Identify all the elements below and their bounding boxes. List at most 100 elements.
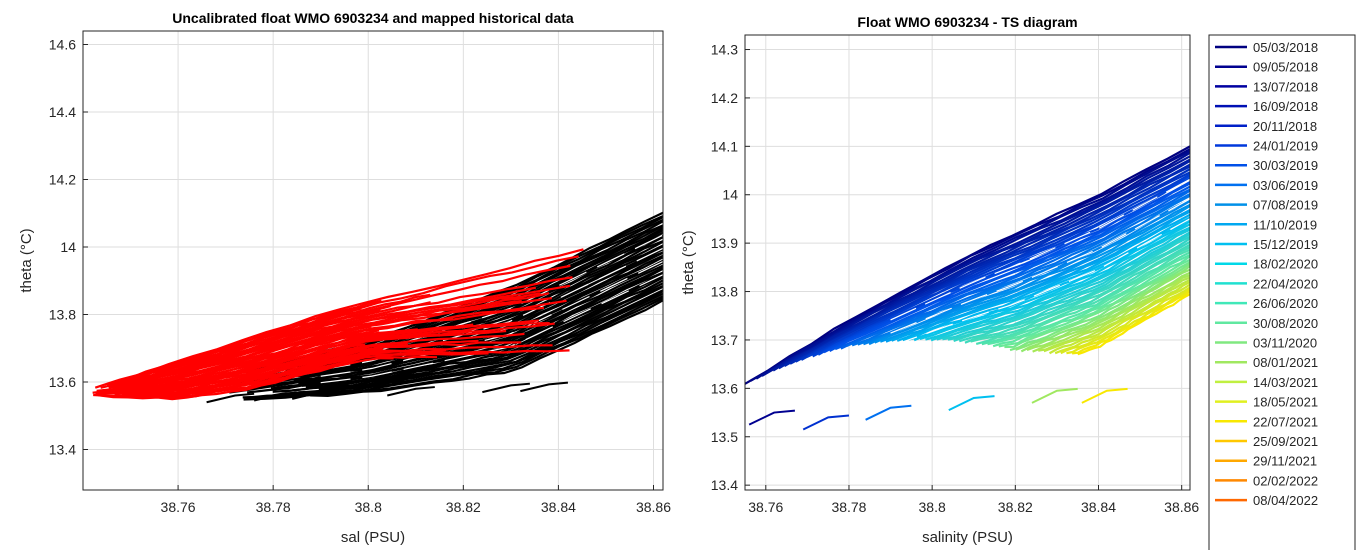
y-tick-label: 13.9 <box>711 235 738 251</box>
chart-panel-2: 38.76 38.78 38.8 38.82 38.84 38.86 13.4 13.5 13.… <box>680 14 1199 546</box>
profile-line <box>879 204 1190 343</box>
legend-label: 11/10/2019 <box>1253 217 1317 232</box>
profile-line <box>857 194 1190 346</box>
y-axis-label: theta (°C) <box>680 230 697 294</box>
legend-label: 03/11/2020 <box>1253 336 1317 351</box>
legend-item: 02/02/2022 <box>1215 473 1318 488</box>
legend-item: 16/09/2018 <box>1215 99 1318 114</box>
profile-line <box>1066 288 1190 355</box>
profile-hook <box>1031 387 1078 404</box>
profile-line <box>800 171 1190 361</box>
legend-item: 29/11/2021 <box>1215 454 1317 469</box>
y-tick-label: 13.4 <box>49 442 76 458</box>
legend-item: 09/05/2018 <box>1215 60 1318 75</box>
profile-line <box>1048 281 1190 355</box>
y-axis-label: theta (°C) <box>18 228 35 292</box>
profile-line <box>1038 276 1190 352</box>
legend-item: 30/03/2019 <box>1215 158 1318 173</box>
y-tick-label: 13.8 <box>711 284 738 300</box>
legend-label: 08/04/2022 <box>1253 493 1318 508</box>
y-tick-label: 13.8 <box>49 307 76 323</box>
profile-gap <box>320 274 663 384</box>
legend-label: 22/04/2020 <box>1253 276 1318 291</box>
profile-line <box>1032 274 1190 353</box>
legend-label: 16/09/2018 <box>1253 99 1318 114</box>
series-float-red <box>92 248 584 401</box>
profile-line <box>942 233 1190 341</box>
profile-line <box>1060 286 1190 355</box>
y-tick-label: 14.2 <box>49 172 76 188</box>
profile-line <box>1015 265 1190 351</box>
x-tick-label: 38.84 <box>1081 499 1116 515</box>
legend-item: 26/06/2020 <box>1215 296 1318 311</box>
x-axis-label: salinity (PSU) <box>922 529 1013 546</box>
profile-line <box>964 243 1190 344</box>
legend-label: 13/07/2018 <box>1253 79 1318 94</box>
legend-label: 26/06/2020 <box>1253 296 1318 311</box>
profile-line <box>109 305 391 387</box>
y-tick-label: 13.4 <box>711 477 738 493</box>
legend-label: 07/08/2019 <box>1253 198 1318 213</box>
legend-label: 03/06/2019 <box>1253 178 1318 193</box>
legend-item: 11/10/2019 <box>1215 217 1317 232</box>
x-tick-label: 38.86 <box>1164 499 1199 515</box>
legend-label: 29/11/2021 <box>1253 454 1317 469</box>
axes-box <box>744 34 1191 491</box>
profile-line <box>834 185 1190 351</box>
profile-hook <box>948 395 995 412</box>
profile-line <box>896 213 1190 342</box>
legend-label: 18/05/2021 <box>1253 395 1318 410</box>
legend-item: 15/12/2019 <box>1215 237 1318 252</box>
profile-line <box>1054 283 1190 355</box>
legend-item: 24/01/2019 <box>1215 139 1318 154</box>
profile-line <box>1020 268 1190 353</box>
legend-label: 02/02/2022 <box>1253 473 1318 488</box>
y-tick-label: 14.2 <box>711 90 738 106</box>
legend-item: 08/04/2022 <box>1215 493 1318 508</box>
profile-hook <box>802 414 850 431</box>
profile-line <box>846 189 1190 348</box>
tick-labels: 38.76 38.78 38.8 38.82 38.84 38.86 13.4 13.6 13.… <box>49 37 671 516</box>
legend-item: 07/08/2019 <box>1215 198 1318 213</box>
profile-line <box>1004 261 1190 349</box>
profile-line <box>103 322 555 394</box>
profile-line <box>970 246 1190 343</box>
profile-hook <box>387 386 435 397</box>
profile-line <box>817 177 1190 356</box>
profile-line <box>840 188 1190 350</box>
profile-line <box>936 231 1190 341</box>
profile-line <box>135 255 579 377</box>
series-ts-profiles <box>745 145 1190 431</box>
legend-item: 18/05/2021 <box>1215 395 1318 410</box>
profile-line <box>761 151 1190 377</box>
legend-item: 05/03/2018 <box>1215 40 1318 55</box>
x-tick-label: 38.82 <box>998 499 1033 515</box>
profile-line <box>958 240 1190 343</box>
legend-label: 15/12/2019 <box>1253 237 1318 252</box>
profile-line <box>953 237 1190 342</box>
profile-line <box>783 163 1190 367</box>
profile-hook <box>1081 387 1128 404</box>
profile-gap <box>320 260 663 377</box>
profile-line <box>919 223 1190 341</box>
legend-label: 25/09/2021 <box>1253 434 1318 449</box>
legend-item: 18/02/2020 <box>1215 257 1318 272</box>
profile-line <box>998 258 1190 348</box>
y-tick-label: 14.3 <box>711 42 738 58</box>
legend-item: 22/04/2020 <box>1215 276 1318 291</box>
profile-gap <box>890 218 1190 347</box>
profile-hook <box>482 382 530 394</box>
legend-label: 05/03/2018 <box>1253 40 1318 55</box>
x-tick-label: 38.86 <box>636 499 671 515</box>
profile-hook <box>520 381 569 393</box>
legend-label: 18/02/2020 <box>1253 257 1318 272</box>
legend-label: 09/05/2018 <box>1253 60 1318 75</box>
profile-line <box>823 181 1190 354</box>
series-group <box>92 211 663 404</box>
profile-line <box>913 220 1190 342</box>
x-tick-label: 38.8 <box>355 499 382 515</box>
x-tick-label: 38.82 <box>446 499 481 515</box>
profile-line <box>930 228 1190 342</box>
legend-item: 20/11/2018 <box>1215 119 1317 134</box>
